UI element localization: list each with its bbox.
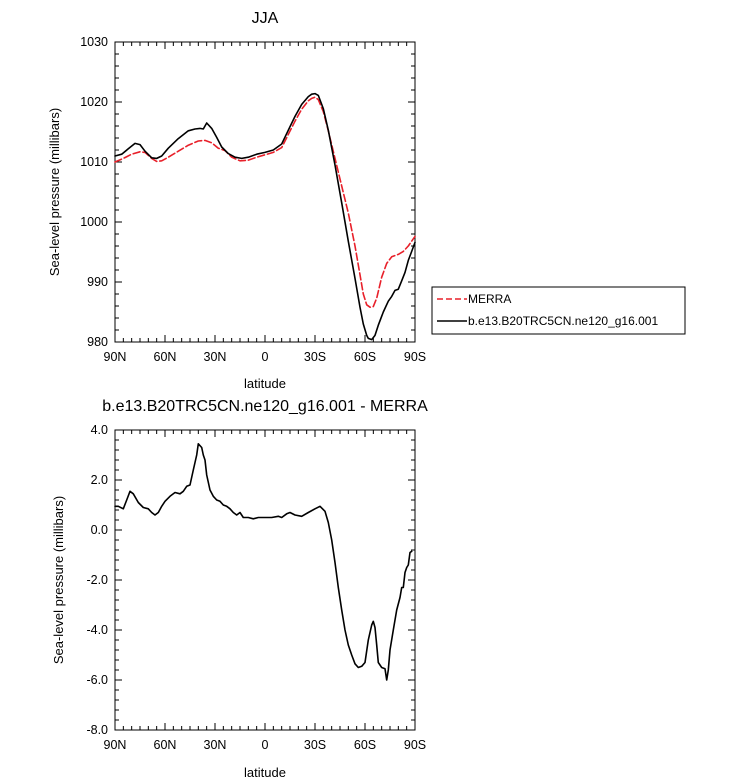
bottom-x-axis-label: latitude xyxy=(244,765,286,780)
top-series-line-1 xyxy=(114,92,416,341)
top-plot-frame xyxy=(114,41,416,343)
bottom-x-tick-label: 30S xyxy=(304,738,326,752)
top-x-tick-label: 0 xyxy=(262,350,269,364)
top-y-tick-label: 1020 xyxy=(80,95,108,109)
top-x-tick-label: 60S xyxy=(354,350,376,364)
top-series-line-0 xyxy=(114,96,416,308)
legend: MERRA b.e13.B20TRC5CN.ne120_g16.001 xyxy=(431,286,686,335)
top-x-tick-label: 90S xyxy=(404,350,426,364)
bottom-plot-area: 90N 60N 30N 0 30S 60S 90S -8.0 -6.0 -4.0 -2.0 0.0 2.… xyxy=(86,423,426,752)
bottom-x-tick-label: 60S xyxy=(354,738,376,752)
bottom-ticks: 90N 60N 30N 0 30S 60S 90S -8.0 -6.0 -4.0 -2.0 0.0 2.… xyxy=(86,423,426,752)
bottom-y-axis-label: Sea-level pressure (millibars) xyxy=(51,496,66,664)
bottom-x-tick-label: 0 xyxy=(262,738,269,752)
top-x-axis-label: latitude xyxy=(244,376,286,391)
top-x-tick-label: 90N xyxy=(104,350,127,364)
bottom-x-tick-label: 90N xyxy=(104,738,127,752)
bottom-y-tick-label: -6.0 xyxy=(86,673,108,687)
bottom-x-tick-label: 60N xyxy=(154,738,177,752)
bottom-y-tick-label: -8.0 xyxy=(86,723,108,737)
legend-label-merra: MERRA xyxy=(468,292,511,306)
top-x-tick-label: 60N xyxy=(154,350,177,364)
bottom-x-tick-label: 90S xyxy=(404,738,426,752)
legend-label-model: b.e13.B20TRC5CN.ne120_g16.001 xyxy=(468,314,658,328)
top-x-tick-label: 30S xyxy=(304,350,326,364)
top-plot-area: 90N 60N 30N 0 30S 60S 90S 980 990 1000 1010 1020 103… xyxy=(80,35,426,364)
bottom-y-tick-label: 0.0 xyxy=(91,523,108,537)
top-y-axis-label: Sea-level pressure (millibars) xyxy=(47,108,62,276)
top-panel: JJA 90N 60N 30N 0 30S 60S 90S 980 990 1000 1010 102… xyxy=(47,10,426,391)
bottom-panel: b.e13.B20TRC5CN.ne120_g16.001 - MERRA 90… xyxy=(51,398,428,780)
top-y-tick-label: 1010 xyxy=(80,155,108,169)
top-y-tick-label: 1030 xyxy=(80,35,108,49)
bottom-y-tick-label: 2.0 xyxy=(91,473,108,487)
top-x-tick-label: 30N xyxy=(204,350,227,364)
bottom-x-tick-label: 30N xyxy=(204,738,227,752)
top-chart-title: JJA xyxy=(252,10,279,27)
legend-box xyxy=(431,286,686,335)
bottom-y-tick-label: -4.0 xyxy=(86,623,108,637)
top-ticks: 90N 60N 30N 0 30S 60S 90S 980 990 1000 1010 1020 103… xyxy=(80,35,426,364)
bottom-y-tick-label: 4.0 xyxy=(91,423,108,437)
bottom-chart-title: b.e13.B20TRC5CN.ne120_g16.001 - MERRA xyxy=(102,398,428,415)
top-y-tick-label: 990 xyxy=(87,275,108,289)
top-y-tick-label: 980 xyxy=(87,335,108,349)
bottom-y-tick-label: -2.0 xyxy=(86,573,108,587)
top-y-tick-label: 1000 xyxy=(80,215,108,229)
bottom-series-line-0 xyxy=(114,443,413,681)
bottom-plot-frame xyxy=(114,429,416,731)
